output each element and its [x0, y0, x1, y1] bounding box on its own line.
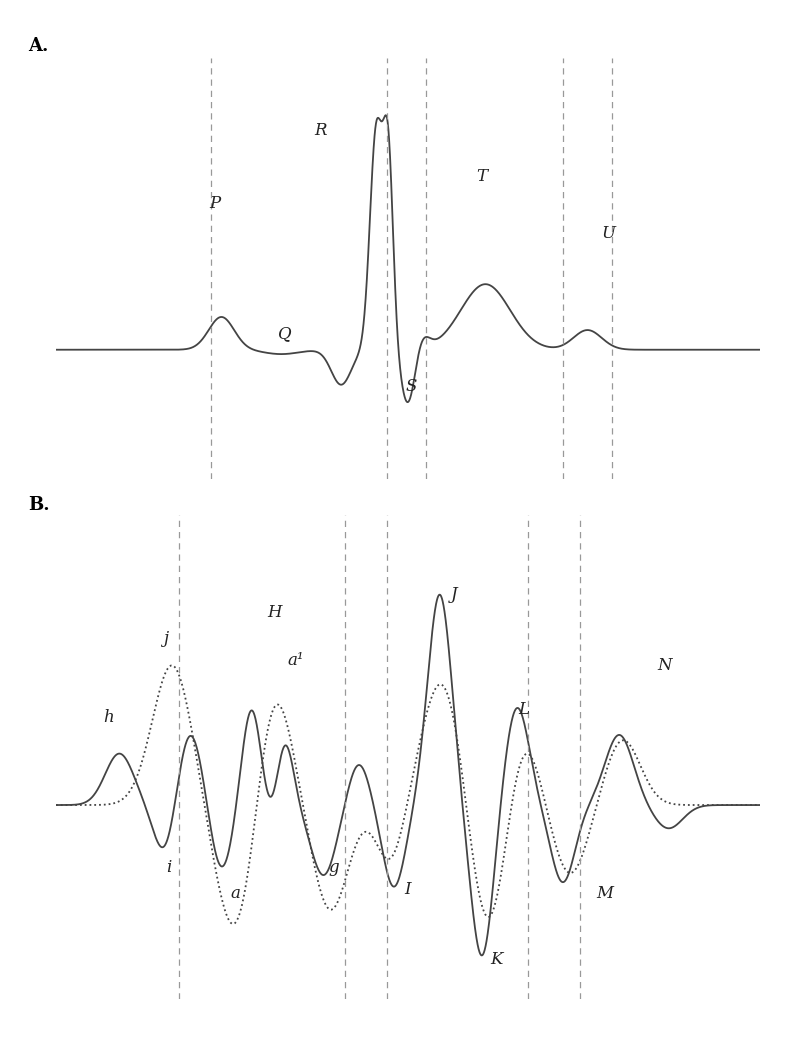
Text: J: J: [450, 586, 457, 603]
Text: a¹: a¹: [287, 652, 304, 669]
Text: g: g: [329, 858, 339, 876]
Text: Q: Q: [278, 325, 292, 342]
Text: H: H: [267, 604, 282, 621]
Text: U: U: [602, 225, 616, 242]
Text: a: a: [230, 886, 241, 903]
Text: h: h: [103, 709, 114, 726]
Text: S: S: [406, 379, 418, 396]
Text: N: N: [658, 656, 672, 673]
Text: K: K: [490, 951, 502, 968]
Text: M: M: [597, 886, 614, 903]
Text: I: I: [405, 881, 411, 898]
Text: A.: A.: [28, 37, 48, 55]
Text: T: T: [476, 168, 487, 185]
Text: R: R: [314, 122, 326, 139]
Text: B.: B.: [28, 497, 50, 514]
Text: i: i: [166, 858, 171, 876]
Text: j: j: [162, 630, 168, 647]
Text: P: P: [209, 195, 220, 211]
Text: L: L: [518, 701, 530, 717]
